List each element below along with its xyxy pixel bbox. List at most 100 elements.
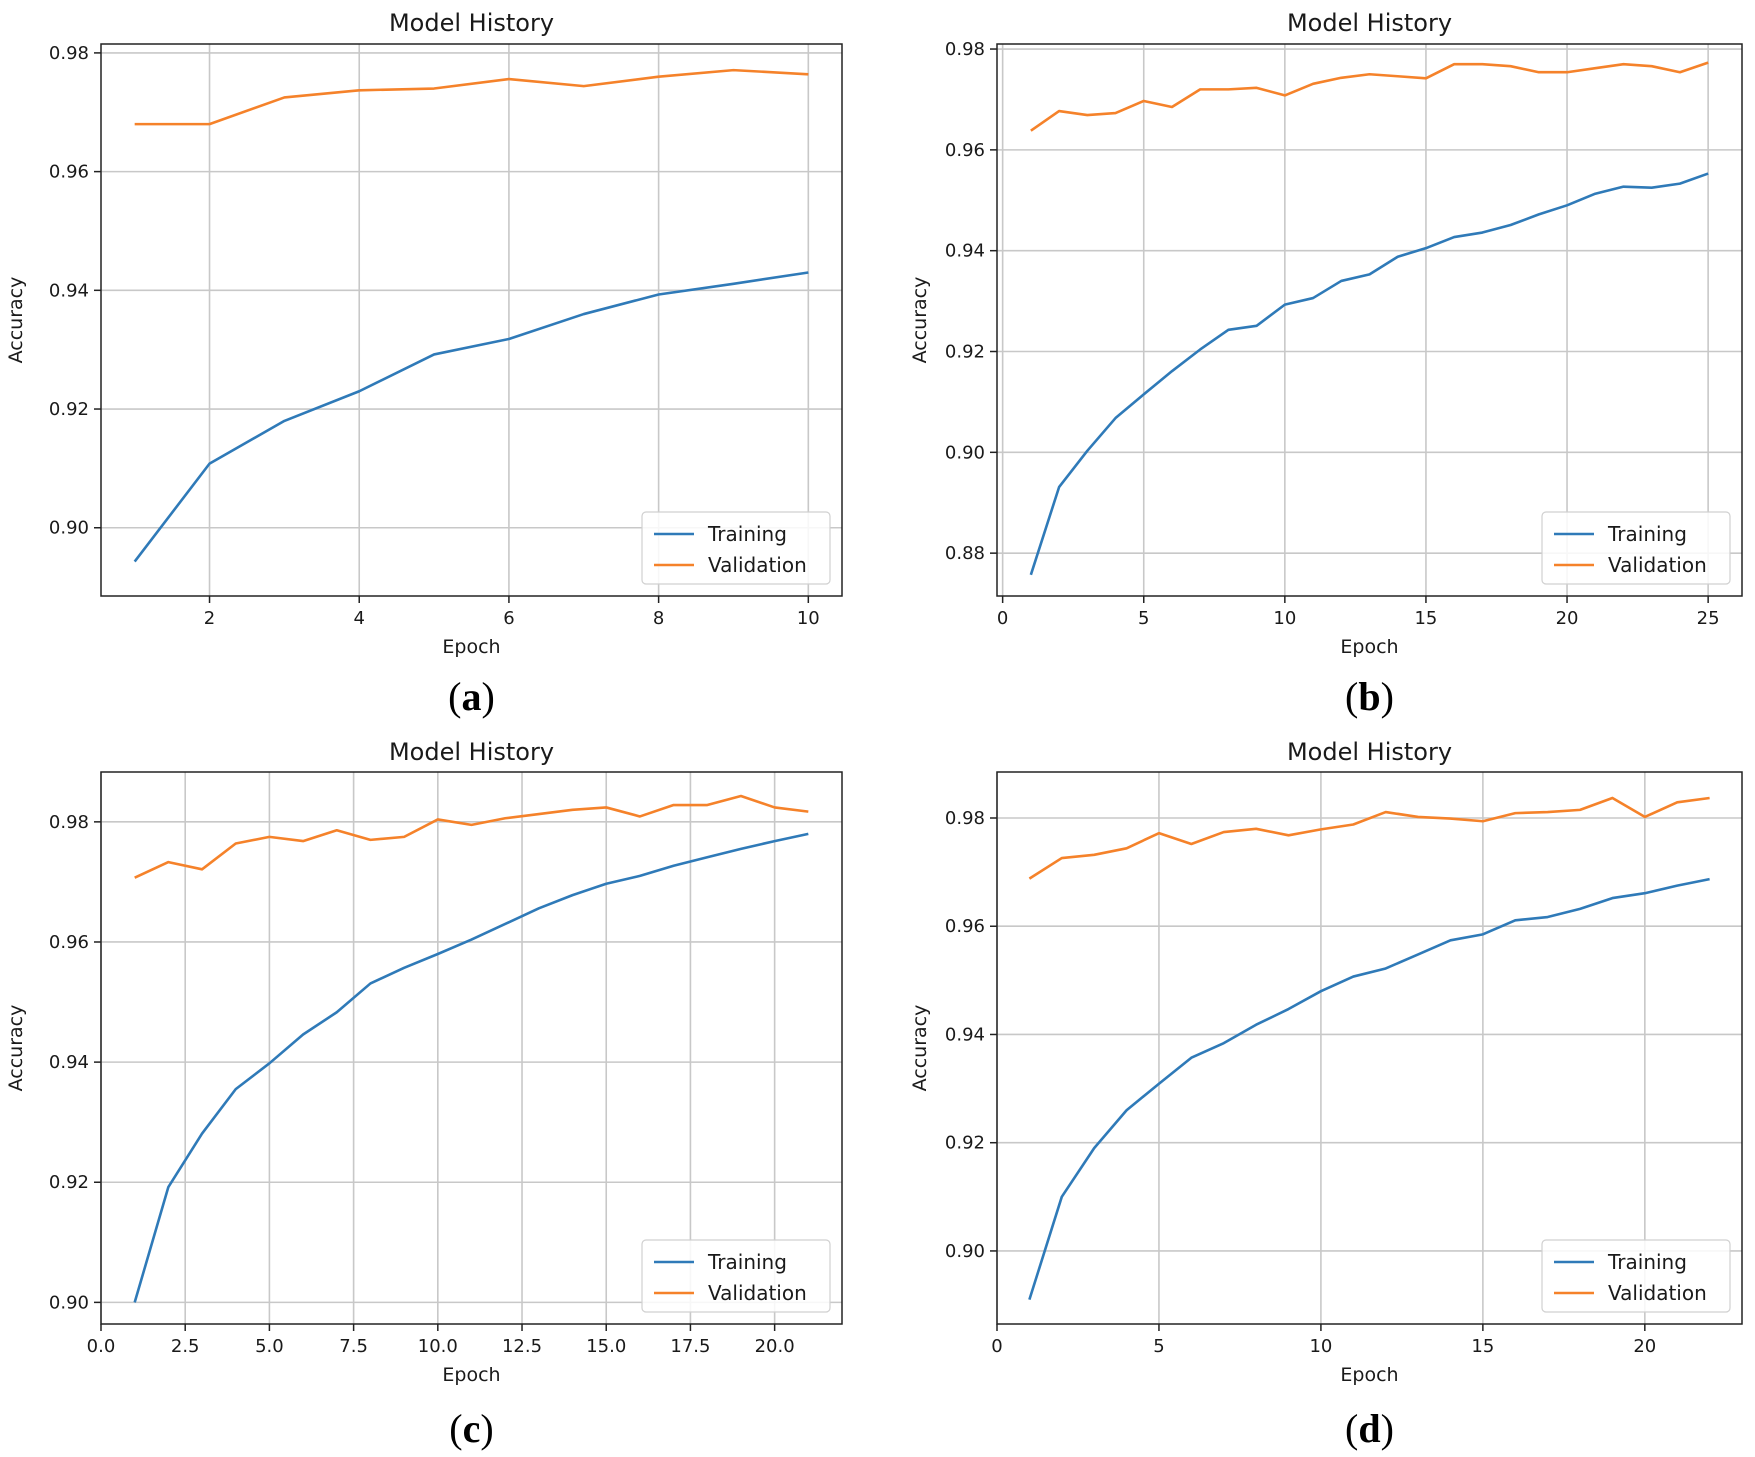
y-tick-label: 0.90	[945, 1241, 985, 1262]
y-tick-label: 0.98	[945, 39, 985, 60]
chart-panel-c: 0.0 2.5 5.0 7.5 10.0 12.5 15.0 17.5 20.0 0.90 0.92…	[5, 738, 843, 1451]
y-tick-label: 0.94	[945, 241, 985, 262]
y-tick-label: 0.96	[49, 932, 89, 953]
panel-label-open-paren: (	[449, 1406, 462, 1451]
y-tick-label: 0.98	[49, 43, 89, 64]
series-line-training	[133, 832, 809, 1303]
x-tick-label: 7.5	[339, 1336, 368, 1357]
y-axis-label: Accuracy	[5, 1005, 27, 1092]
chart-title: Model History	[1287, 9, 1452, 37]
x-tick-label: 2	[204, 608, 215, 629]
chart-panel-b: 0 5 10 15 20 25 0.88 0.90 0.92 0.94 0.96 0.98 Model …	[909, 9, 1743, 719]
legend: Training Validation	[1541, 511, 1731, 585]
y-axis-label: Accuracy	[909, 1005, 931, 1092]
y-tick-label: 0.88	[945, 543, 985, 564]
y-tick-label: 0.92	[945, 1133, 985, 1154]
legend-label-training: Training	[707, 522, 787, 546]
x-axis-label: Epoch	[1340, 636, 1398, 658]
x-tick-label: 15.0	[586, 1336, 626, 1357]
x-tick-label: 0	[991, 1336, 1002, 1357]
panel-label-letter: d	[1358, 1406, 1380, 1451]
legend-label-training: Training	[1607, 1250, 1687, 1274]
legend-label-validation: Validation	[1608, 553, 1707, 577]
plot-frame	[996, 771, 1743, 1325]
legend: Training Validation	[641, 511, 831, 585]
series-line-training	[1029, 172, 1709, 576]
panel-label-close-paren: )	[482, 674, 495, 719]
x-tick-label: 10.0	[418, 1336, 458, 1357]
panel-label-letter: c	[463, 1406, 481, 1451]
y-axis-label: Accuracy	[5, 277, 27, 364]
panel-label-letter: b	[1358, 674, 1380, 719]
chart-title: Model History	[389, 738, 554, 766]
x-tick-label: 2.5	[171, 1336, 200, 1357]
x-tick-label: 20	[1633, 1336, 1656, 1357]
panel-label: (a)	[448, 674, 495, 719]
chart-title: Model History	[389, 9, 554, 37]
series-line-validation	[134, 794, 809, 879]
y-tick-label: 0.98	[49, 812, 89, 833]
x-tick-label: 25	[1697, 608, 1720, 629]
x-tick-label: 0.0	[87, 1336, 116, 1357]
x-axis-label: Epoch	[1340, 1364, 1398, 1386]
x-tick-label: 5.0	[255, 1336, 284, 1357]
series-line-training	[133, 271, 809, 563]
y-tick-label: 0.96	[945, 916, 985, 937]
y-tick-label: 0.94	[945, 1024, 985, 1045]
panel-label-close-paren: )	[1381, 1406, 1394, 1451]
y-tick-label: 0.96	[945, 140, 985, 161]
y-tick-label: 0.98	[945, 808, 985, 829]
series-line-training	[1028, 877, 1710, 1301]
y-tick-label: 0.96	[49, 162, 89, 183]
x-tick-label: 8	[653, 608, 664, 629]
panel-label: (b)	[1345, 674, 1394, 719]
panel-label: (c)	[449, 1406, 493, 1451]
y-tick-label: 0.92	[945, 342, 985, 363]
legend: Training Validation	[641, 1239, 831, 1313]
series-line-validation	[134, 68, 809, 126]
series-line-validation	[1028, 796, 1710, 880]
y-tick-label: 0.90	[49, 1292, 89, 1313]
plot-frame	[996, 43, 1743, 597]
legend-label-validation: Validation	[708, 1281, 807, 1305]
legend-label-validation: Validation	[1608, 1281, 1707, 1305]
chart-panel-d: 0 5 10 15 20 0.90 0.92 0.94 0.96 0.98 Model Histor…	[909, 738, 1743, 1451]
y-tick-label: 0.92	[49, 399, 89, 420]
x-tick-label: 4	[354, 608, 365, 629]
panel-label-open-paren: (	[1345, 1406, 1358, 1451]
x-tick-label: 10	[797, 608, 820, 629]
panel-label-open-paren: (	[448, 674, 461, 719]
legend-label-training: Training	[1607, 522, 1687, 546]
chart-panel-a: 2 4 6 8 10 0.90 0.92 0.94 0.96 0.98 Model History E…	[5, 9, 843, 719]
x-tick-label: 20	[1556, 608, 1579, 629]
y-tick-label: 0.94	[49, 280, 89, 301]
x-tick-label: 12.5	[502, 1336, 542, 1357]
legend-label-training: Training	[707, 1250, 787, 1274]
y-tick-label: 0.90	[49, 518, 89, 539]
x-axis-label: Epoch	[442, 636, 500, 658]
series-line-validation	[1030, 61, 1709, 132]
panel-label-close-paren: )	[480, 1406, 493, 1451]
x-tick-label: 10	[1273, 608, 1296, 629]
x-tick-label: 5	[1138, 608, 1149, 629]
x-tick-label: 20.0	[755, 1336, 795, 1357]
plot-frame	[100, 771, 843, 1325]
x-tick-label: 6	[503, 608, 514, 629]
legend: Training Validation	[1541, 1239, 1731, 1313]
plot-frame	[100, 43, 843, 597]
panel-label: (d)	[1345, 1406, 1394, 1451]
x-tick-label: 17.5	[670, 1336, 710, 1357]
x-tick-label: 5	[1153, 1336, 1164, 1357]
legend-label-validation: Validation	[708, 553, 807, 577]
y-tick-label: 0.94	[49, 1052, 89, 1073]
panel-label-open-paren: (	[1345, 674, 1358, 719]
panel-label-close-paren: )	[1381, 674, 1394, 719]
panel-label-letter: a	[462, 674, 482, 719]
x-axis-label: Epoch	[442, 1364, 500, 1386]
x-tick-label: 15	[1471, 1336, 1494, 1357]
chart-title: Model History	[1287, 738, 1452, 766]
y-tick-label: 0.92	[49, 1172, 89, 1193]
x-tick-label: 15	[1414, 608, 1437, 629]
x-tick-label: 0	[997, 608, 1008, 629]
